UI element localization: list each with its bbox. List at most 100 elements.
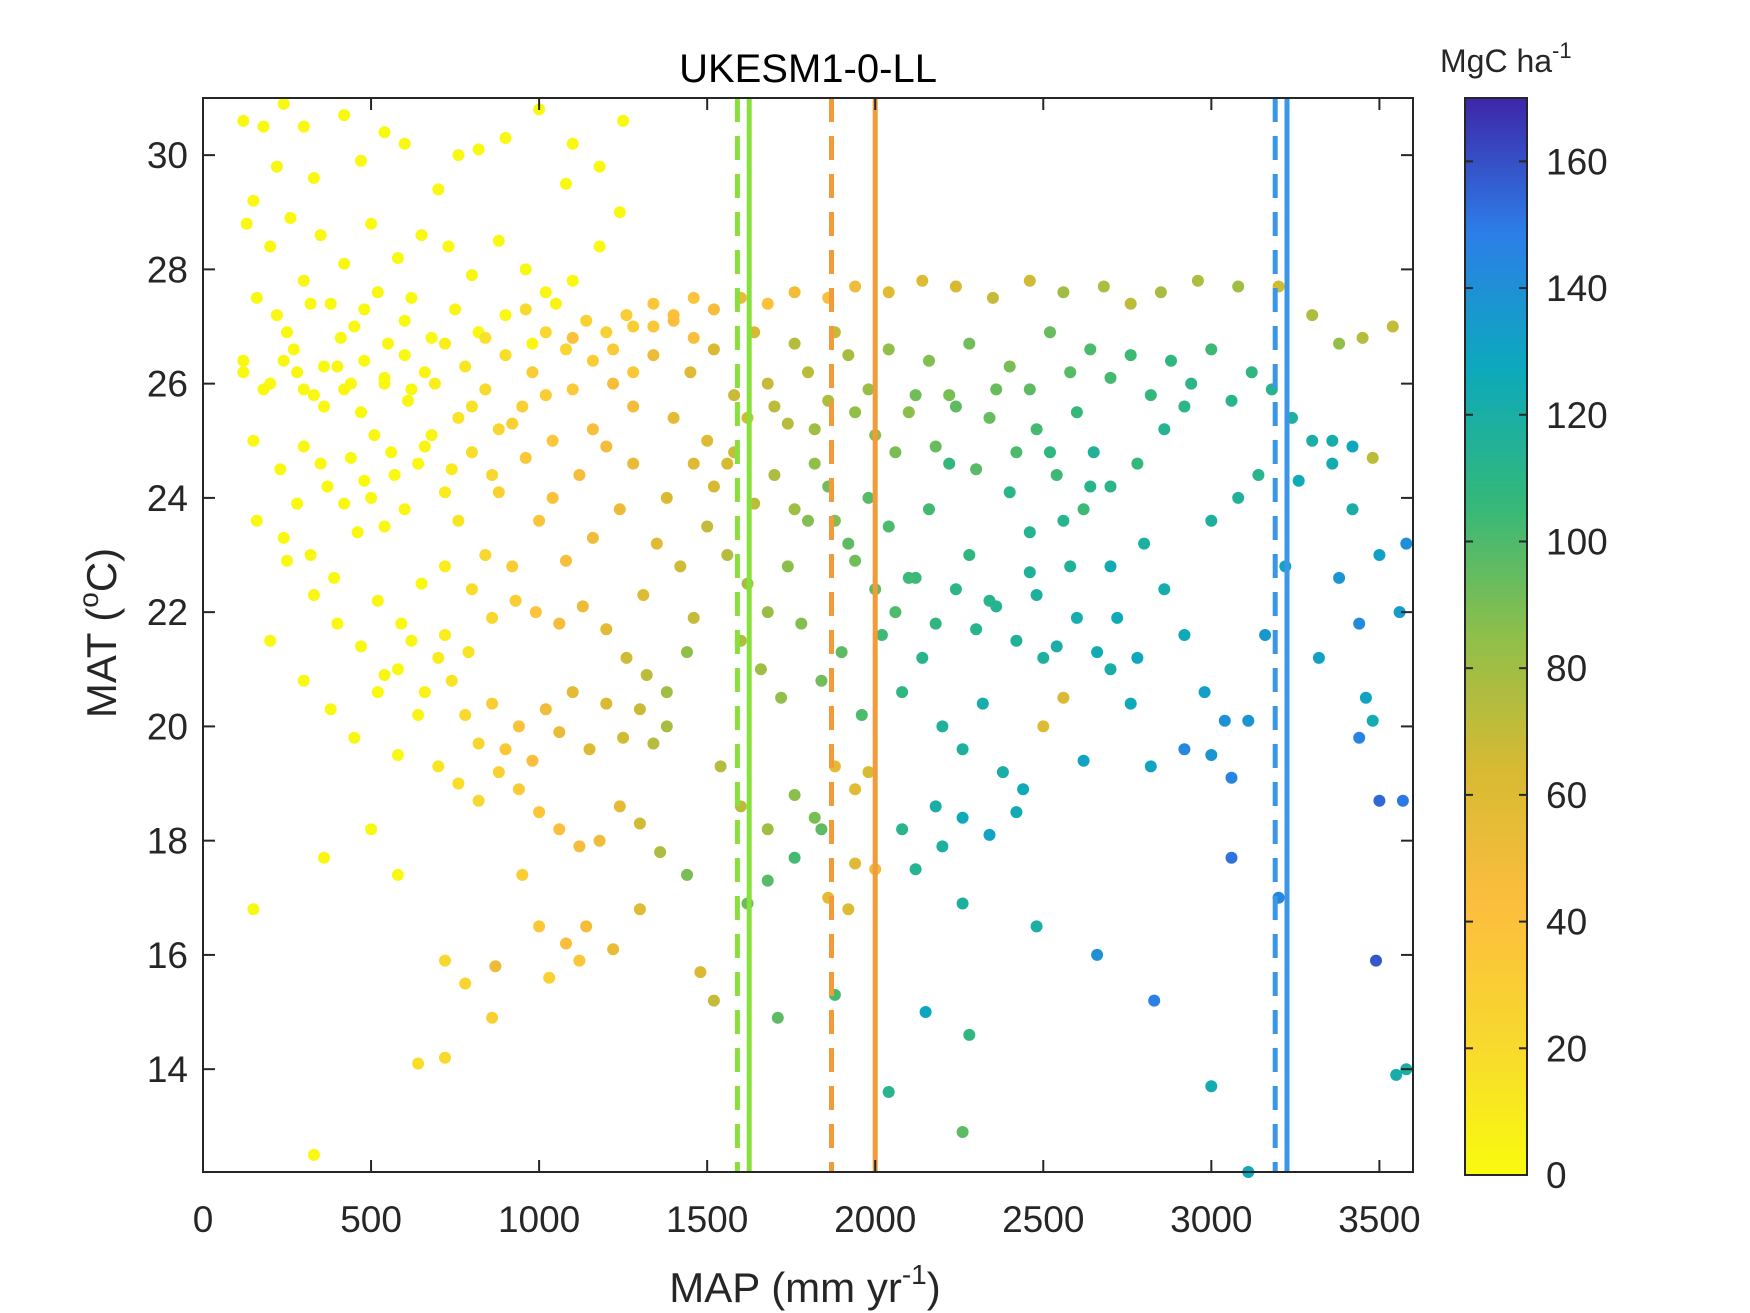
data-point (875, 629, 888, 641)
data-point (1050, 469, 1063, 481)
data-point (324, 297, 337, 310)
data-point (566, 383, 579, 396)
data-point (355, 406, 367, 419)
data-point (620, 309, 633, 322)
colorbar-tick-label: 120 (1546, 395, 1608, 436)
data-point (415, 229, 428, 242)
data-point (1205, 749, 1218, 761)
data-point (492, 234, 505, 247)
data-point (358, 474, 371, 487)
data-point (321, 480, 334, 493)
data-point (808, 811, 821, 824)
data-point (304, 297, 317, 310)
colorbar-tick-label: 100 (1546, 521, 1608, 562)
data-point (1044, 446, 1056, 459)
data-point (1104, 480, 1117, 493)
data-point (318, 851, 330, 864)
data-point (415, 577, 428, 590)
data-point (788, 789, 801, 801)
data-point (781, 417, 794, 430)
data-point (1131, 457, 1144, 470)
data-point (889, 606, 902, 619)
x-axis-label: MAP (mm yr-1) (669, 1259, 940, 1311)
data-point (701, 434, 714, 447)
data-point (560, 554, 572, 567)
x-tick-label: 0 (193, 1199, 214, 1240)
data-point (526, 337, 539, 350)
data-point (432, 183, 445, 196)
data-point (566, 686, 579, 699)
data-point (788, 851, 801, 864)
data-point (533, 806, 546, 819)
data-point (627, 457, 640, 470)
data-point (687, 331, 700, 344)
data-point (445, 674, 458, 687)
data-point (1064, 366, 1077, 379)
data-point (1138, 537, 1151, 550)
data-point (1205, 1080, 1218, 1093)
data-point (338, 109, 351, 122)
y-tick-label: 20 (147, 706, 188, 747)
data-point (1373, 549, 1386, 561)
data-point (1104, 371, 1117, 384)
data-point (539, 703, 552, 716)
x-tick-label: 1500 (666, 1199, 748, 1240)
y-tick-label: 24 (147, 478, 188, 519)
data-point (1205, 514, 1218, 527)
data-point (862, 491, 875, 504)
data-point (1346, 440, 1359, 453)
x-tick-label: 2500 (1002, 1199, 1084, 1240)
data-point (1370, 954, 1382, 967)
data-point (418, 686, 431, 699)
data-point (459, 709, 472, 721)
data-point (553, 726, 566, 739)
data-point (986, 291, 999, 304)
data-point (459, 360, 472, 373)
data-point (338, 497, 351, 510)
data-point (882, 343, 895, 356)
data-point (291, 366, 304, 379)
data-point (573, 840, 586, 853)
data-point (318, 400, 330, 413)
data-point (257, 120, 270, 133)
data-point (459, 977, 472, 990)
data-point (633, 903, 646, 916)
data-point (600, 440, 613, 453)
data-point (439, 486, 451, 499)
data-point (687, 611, 700, 624)
data-point (1306, 309, 1319, 322)
data-point (1178, 629, 1191, 641)
data-point (714, 760, 727, 773)
data-point (371, 686, 384, 699)
data-point (428, 377, 441, 390)
data-point (452, 149, 465, 162)
data-point (247, 434, 260, 447)
data-point (909, 389, 922, 402)
data-point (378, 520, 391, 533)
data-point (351, 526, 364, 539)
x-tick-label: 1000 (498, 1199, 580, 1240)
data-point (1326, 434, 1339, 447)
data-point (452, 514, 465, 527)
data-point (1366, 451, 1379, 464)
data-point (916, 274, 929, 287)
data-point (516, 400, 529, 413)
data-point (391, 749, 404, 761)
data-point (681, 868, 693, 881)
data-point (633, 703, 646, 716)
data-point (627, 366, 640, 379)
data-point (613, 800, 626, 813)
data-point (398, 137, 411, 150)
data-point (1225, 771, 1238, 784)
data-point (694, 966, 707, 979)
data-point (1023, 274, 1036, 287)
data-point (650, 537, 663, 550)
data-point (889, 446, 902, 459)
data-point (808, 457, 821, 470)
data-point (1191, 274, 1204, 287)
data-point (761, 297, 774, 310)
data-point (983, 411, 996, 424)
data-point (1245, 366, 1258, 379)
data-point (1198, 686, 1211, 699)
data-point (277, 97, 290, 110)
